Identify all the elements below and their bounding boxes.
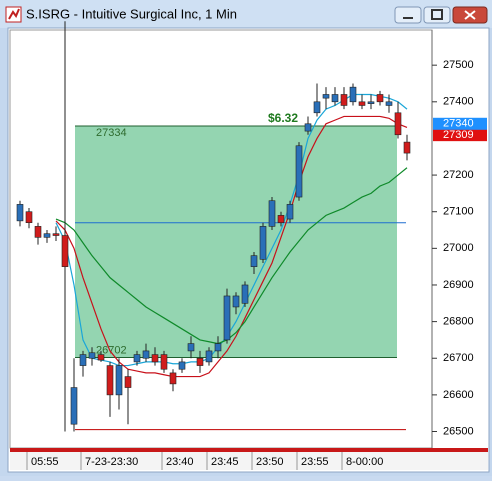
y-tick-label: 26900 <box>443 279 474 291</box>
candle-body <box>169 372 177 385</box>
price-marker-label: 27309 <box>443 129 474 141</box>
x-tick-label: 23:55 <box>301 456 329 468</box>
candle-body <box>376 94 384 103</box>
y-tick-label: 27100 <box>443 206 474 218</box>
y-tick-label: 27400 <box>443 96 474 108</box>
candle-body <box>331 94 339 103</box>
candle-body <box>151 354 159 363</box>
candle-body <box>223 295 231 341</box>
price-marker-label: 27340 <box>443 118 474 130</box>
candle-body <box>232 295 240 308</box>
candle-body <box>52 233 60 236</box>
candle-body <box>367 101 375 104</box>
candle-body <box>142 350 150 359</box>
x-axis-band <box>10 452 488 470</box>
candle-body <box>115 365 123 396</box>
candle-body <box>250 255 258 267</box>
candle-body <box>349 86 357 103</box>
candle-body <box>304 123 312 132</box>
candle-body <box>88 352 96 359</box>
x-tick-label: 7-23-23:30 <box>85 456 138 468</box>
candle-body <box>277 215 285 223</box>
y-tick-label: 27500 <box>443 59 474 71</box>
window-title: S.ISRG - Intuitive Surgical Inc, 1 Min <box>26 6 237 21</box>
candle-body <box>205 350 213 363</box>
minimize-button[interactable] <box>394 6 422 24</box>
candle-body <box>313 101 321 114</box>
candle-body <box>178 361 186 370</box>
candle-body <box>286 204 294 220</box>
candle-body <box>394 112 402 136</box>
moving-average <box>55 115 408 378</box>
candle-body <box>34 226 42 238</box>
x-tick-label: 8-00:00 <box>346 456 383 468</box>
y-tick-label: 26500 <box>443 425 474 437</box>
candle-body <box>241 284 249 304</box>
maximize-button[interactable] <box>423 6 451 24</box>
y-tick-label: 27200 <box>443 169 474 181</box>
candle-body <box>70 387 78 425</box>
candle-body <box>187 343 195 352</box>
candle-body <box>358 101 366 106</box>
candle-body <box>124 376 132 388</box>
scroll-strip <box>10 448 488 452</box>
x-tick-label: 23:40 <box>166 456 194 468</box>
range-box <box>75 125 397 358</box>
candle-body <box>97 354 105 361</box>
candle-body <box>295 145 303 198</box>
candle-body <box>340 94 348 106</box>
chart-layer: 26500 26600 26700 26800 26900 27000 27100 27200… <box>16 21 487 470</box>
y-tick-label: 26700 <box>443 352 474 364</box>
candle-body <box>214 343 222 352</box>
price-marker <box>433 117 487 130</box>
candle-body <box>160 354 168 370</box>
candle-body <box>79 354 87 366</box>
candle-body <box>16 204 24 222</box>
candle-body <box>196 357 204 366</box>
candle-body <box>322 94 330 99</box>
icon-glyph <box>8 8 20 20</box>
candle-body <box>403 141 411 154</box>
box-annotation: $6.32 <box>268 111 298 125</box>
moving-average <box>55 167 408 345</box>
y-tick-label: 27000 <box>443 242 474 254</box>
price-marker <box>433 129 487 142</box>
box-top-label: 27334 <box>96 127 127 139</box>
candle-body <box>106 365 114 396</box>
maximize-glyph <box>431 9 443 20</box>
y-tick-label: 26600 <box>443 389 474 401</box>
x-tick-label: 23:50 <box>256 456 284 468</box>
candle-body <box>43 233 51 238</box>
x-tick-label: 05:55 <box>31 456 59 468</box>
close-glyph <box>464 10 476 20</box>
x-tick-label: 23:45 <box>211 456 239 468</box>
candle-body <box>268 200 276 227</box>
candle-body <box>259 226 267 260</box>
candle-body <box>25 211 33 223</box>
moving-average <box>55 93 408 367</box>
box-bottom-label: 26702 <box>96 344 127 356</box>
y-tick-label: 26800 <box>443 316 474 328</box>
candle-body <box>133 354 141 363</box>
candle-body <box>61 235 69 267</box>
candle-body <box>385 101 393 106</box>
